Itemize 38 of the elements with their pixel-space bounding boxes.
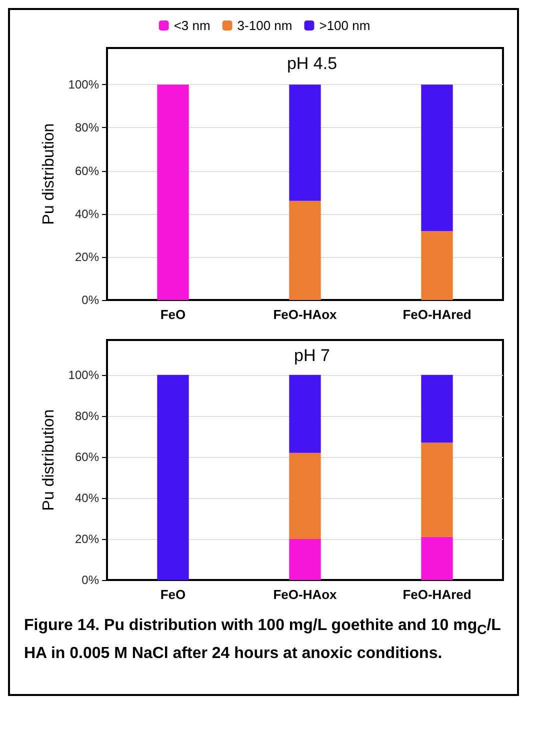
y-axis-title: Pu distribution bbox=[40, 123, 58, 225]
y-tick-label: 20% bbox=[74, 250, 100, 264]
bar bbox=[421, 84, 453, 232]
y-tick-label: 80% bbox=[74, 120, 100, 135]
legend-label: <3 nm bbox=[174, 18, 210, 33]
legend-label: >100 nm bbox=[319, 18, 370, 33]
x-tick-label: FeO-HAred bbox=[402, 307, 472, 322]
y-tick-label: 100% bbox=[68, 368, 100, 382]
bar bbox=[289, 84, 321, 201]
bar bbox=[421, 374, 453, 443]
x-tick-label: FeO bbox=[160, 587, 186, 602]
y-tick-label: 40% bbox=[74, 206, 100, 221]
bar bbox=[289, 452, 321, 539]
text: Figure 14. Pu distribution with 100 mg/L goethite and 10 mg$_{C}$/L HA in 0.005 M NaCl after 24 hours at anoxic conditions. bbox=[24, 617, 501, 662]
y-tick-label: 0% bbox=[82, 293, 100, 307]
legend-label: 3-100 nm bbox=[237, 18, 292, 33]
x-tick-label: FeO-HAred bbox=[402, 587, 472, 602]
bar bbox=[289, 538, 321, 580]
y-tick-label: 60% bbox=[74, 164, 100, 178]
y-tick-label: 20% bbox=[74, 532, 100, 546]
x-tick-label: FeO-HAox bbox=[273, 307, 338, 322]
bar bbox=[421, 536, 453, 580]
y-tick-label: 40% bbox=[74, 490, 100, 505]
y-axis-title: Pu distribution bbox=[40, 409, 58, 511]
chart-title: pH 4.5 bbox=[286, 54, 338, 73]
bar bbox=[421, 442, 453, 537]
bar bbox=[289, 200, 321, 300]
y-tick-label: 0% bbox=[82, 573, 100, 587]
y-tick-label: 80% bbox=[74, 408, 100, 423]
x-tick-label: FeO-HAox bbox=[273, 587, 338, 602]
chart-title: pH 7 bbox=[294, 346, 330, 365]
bar bbox=[157, 374, 189, 580]
x-tick-label: FeO bbox=[160, 307, 186, 322]
bar bbox=[421, 231, 453, 300]
y-tick-label: 60% bbox=[74, 450, 100, 464]
y-tick-label: 100% bbox=[68, 78, 100, 92]
bar bbox=[157, 84, 189, 300]
bar bbox=[289, 374, 321, 453]
